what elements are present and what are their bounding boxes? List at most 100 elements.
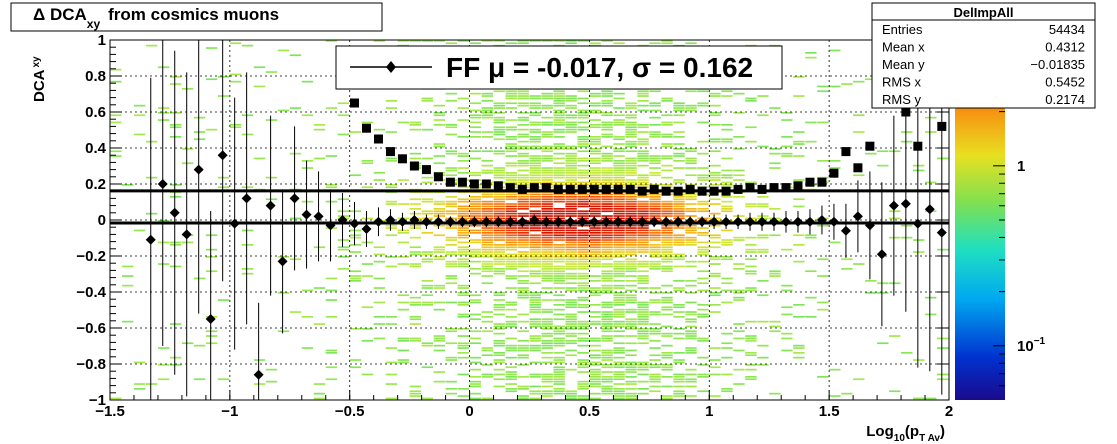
heatmap-cell <box>505 344 517 347</box>
heatmap-cell <box>793 344 805 347</box>
heatmap-cell <box>553 95 565 97</box>
heatmap-cell <box>289 311 302 313</box>
heatmap-cell <box>421 260 434 263</box>
heatmap-cell <box>541 172 553 174</box>
heatmap-cell <box>661 100 673 102</box>
stats-value: −0.01835 <box>1030 57 1085 72</box>
heatmap-cell <box>277 330 290 333</box>
heatmap-cell <box>817 275 829 277</box>
heatmap-cell <box>445 100 457 102</box>
heatmap-cell <box>697 234 709 237</box>
heatmap-cell <box>325 200 338 203</box>
heatmap-cell <box>157 220 170 222</box>
heatmap-cell <box>685 265 697 268</box>
heatmap-cell <box>529 224 541 227</box>
heatmap-cell <box>445 253 457 256</box>
heatmap-cell <box>637 236 649 239</box>
heatmap-cell <box>769 270 781 273</box>
heatmap-cell <box>769 272 781 275</box>
heatmap-cell <box>637 152 649 155</box>
heatmap-cell <box>697 337 709 340</box>
heatmap-cell <box>445 169 457 172</box>
heatmap-cell <box>481 100 493 102</box>
heatmap-cell <box>601 292 613 294</box>
heatmap-cell <box>409 212 422 215</box>
heatmap-cell <box>733 215 745 217</box>
heatmap-cell <box>553 294 565 297</box>
heatmap-cell <box>469 299 481 301</box>
heatmap-cell <box>553 260 565 263</box>
heatmap-cell <box>661 42 673 45</box>
heatmap-cell <box>577 210 589 213</box>
heatmap-cell <box>601 349 613 352</box>
heatmap-cell <box>637 200 649 203</box>
heatmap-cell <box>577 109 589 112</box>
heatmap-cell <box>469 318 481 321</box>
heatmap-cell <box>697 277 709 280</box>
heatmap-cell <box>685 198 697 201</box>
heatmap-cell <box>349 229 362 232</box>
heatmap-cell <box>110 155 122 157</box>
heatmap-cell <box>445 330 457 333</box>
heatmap-cell <box>637 244 649 246</box>
heatmap-cell <box>577 128 589 131</box>
heatmap-cell <box>325 277 338 280</box>
heatmap-cell <box>541 253 553 256</box>
heatmap-cell <box>169 241 182 244</box>
heatmap-cell <box>721 200 733 203</box>
heatmap-cell <box>673 136 685 138</box>
heatmap-cell <box>829 160 841 162</box>
heatmap-cell <box>505 95 517 97</box>
heatmap-cell <box>637 392 649 395</box>
mean-point <box>217 150 228 161</box>
heatmap-cell <box>601 229 613 232</box>
heatmap-cell <box>301 200 314 203</box>
heatmap-cell <box>625 270 637 273</box>
sigma-point <box>469 179 479 189</box>
heatmap-cell <box>133 388 146 390</box>
heatmap-cell <box>553 272 565 275</box>
heatmap-cell <box>577 371 589 373</box>
heatmap-cell <box>481 236 493 239</box>
heatmap-cell <box>565 164 577 167</box>
heatmap-cell <box>661 258 673 261</box>
heatmap-cell <box>397 349 410 352</box>
heatmap-cell <box>625 167 637 169</box>
heatmap-cell <box>517 349 529 352</box>
heatmap-cell <box>541 205 553 208</box>
heatmap-cell <box>553 234 565 237</box>
heatmap-cell <box>901 224 913 227</box>
heatmap-cell <box>601 160 613 162</box>
heatmap-cell <box>757 196 769 198</box>
mean-point <box>241 193 252 204</box>
heatmap-cell <box>625 133 637 136</box>
heatmap-cell <box>625 392 637 395</box>
heatmap-cell <box>457 263 469 265</box>
heatmap-cell <box>589 92 601 95</box>
heatmap-cell <box>613 390 625 393</box>
heatmap-cell <box>853 263 865 265</box>
heatmap-cell <box>433 287 446 289</box>
heatmap-cell <box>745 258 757 261</box>
heatmap-cell <box>709 366 721 369</box>
heatmap-cell <box>613 232 625 234</box>
heatmap-cell <box>673 236 685 239</box>
heatmap-cell <box>313 157 326 160</box>
heatmap-cell <box>721 95 733 97</box>
heatmap-cell <box>505 162 517 165</box>
heatmap-cell <box>889 335 901 337</box>
heatmap-cell <box>445 196 457 198</box>
heatmap-cell <box>565 95 577 97</box>
heatmap-cell <box>565 155 577 157</box>
heatmap-cell <box>433 256 446 258</box>
heatmap-cell <box>613 246 625 249</box>
heatmap-cell <box>181 342 194 345</box>
heatmap-cell <box>217 186 230 189</box>
heatmap-cell <box>553 361 565 364</box>
heatmap-cell <box>589 179 601 181</box>
heatmap-cell <box>685 337 697 340</box>
heatmap-cell <box>601 90 613 93</box>
heatmap-cell <box>625 251 637 253</box>
heatmap-cell <box>697 340 709 342</box>
mean-point <box>900 198 911 209</box>
